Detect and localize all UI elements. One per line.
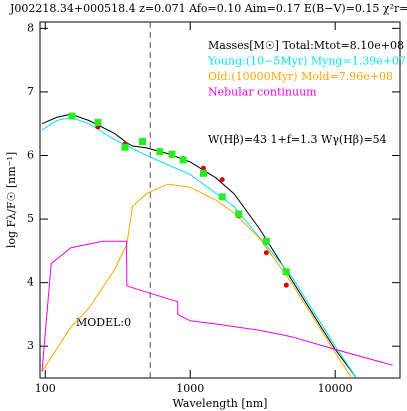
model-point xyxy=(263,250,269,256)
observed-point xyxy=(68,112,76,120)
series-line xyxy=(41,183,353,378)
chart-title: J002218.34+000518.4 z=0.071 Afo=0.10 Aim… xyxy=(9,2,407,15)
model-point xyxy=(283,282,289,288)
y-tick-label: 8 xyxy=(27,21,34,34)
annotation: MODEL:0 xyxy=(76,316,131,329)
legend-entry: Young:(10−5Myr) Myng=1.39e+07 xyxy=(207,55,406,68)
y-tick-label: 4 xyxy=(27,276,34,289)
y-tick-label: 6 xyxy=(27,149,34,162)
observed-point xyxy=(218,193,226,201)
observed-point xyxy=(94,118,102,126)
legend-entry: Masses[M☉] Total:Mtot=8.10e+08 xyxy=(208,39,404,52)
series-line xyxy=(41,116,357,378)
observed-point xyxy=(200,169,208,177)
plot-frame xyxy=(39,21,401,379)
model-point xyxy=(201,165,207,171)
observed-point xyxy=(262,237,270,245)
series-line xyxy=(41,113,357,378)
observed-point xyxy=(139,138,147,146)
y-tick-label: 3 xyxy=(27,339,34,352)
x-axis-label: Wavelength [nm] xyxy=(173,397,268,410)
observed-point xyxy=(121,143,129,151)
observed-point xyxy=(156,148,164,156)
x-tick-label: 100 xyxy=(35,382,56,395)
x-tick-label: 10000 xyxy=(318,382,353,395)
observed-point xyxy=(235,210,243,218)
annotation: W(Hβ)=43 1+f=1.3 Wγ(Hβ)=54 xyxy=(208,133,387,146)
observed-point xyxy=(179,156,187,164)
series-line xyxy=(41,240,394,372)
y-tick-label: 5 xyxy=(27,212,34,225)
legend-entry: Old:(10000Myr) Mold=7.96e+08 xyxy=(208,70,393,83)
x-tick-label: 1000 xyxy=(176,382,204,395)
y-tick-label: 7 xyxy=(27,85,34,98)
observed-point xyxy=(282,268,290,276)
model-point xyxy=(219,177,225,183)
legend-entry: Nebular continuum xyxy=(208,86,317,99)
y-axis-label: log Fλ/F☉ [nm⁻¹] xyxy=(5,152,18,248)
observed-point xyxy=(168,150,176,158)
